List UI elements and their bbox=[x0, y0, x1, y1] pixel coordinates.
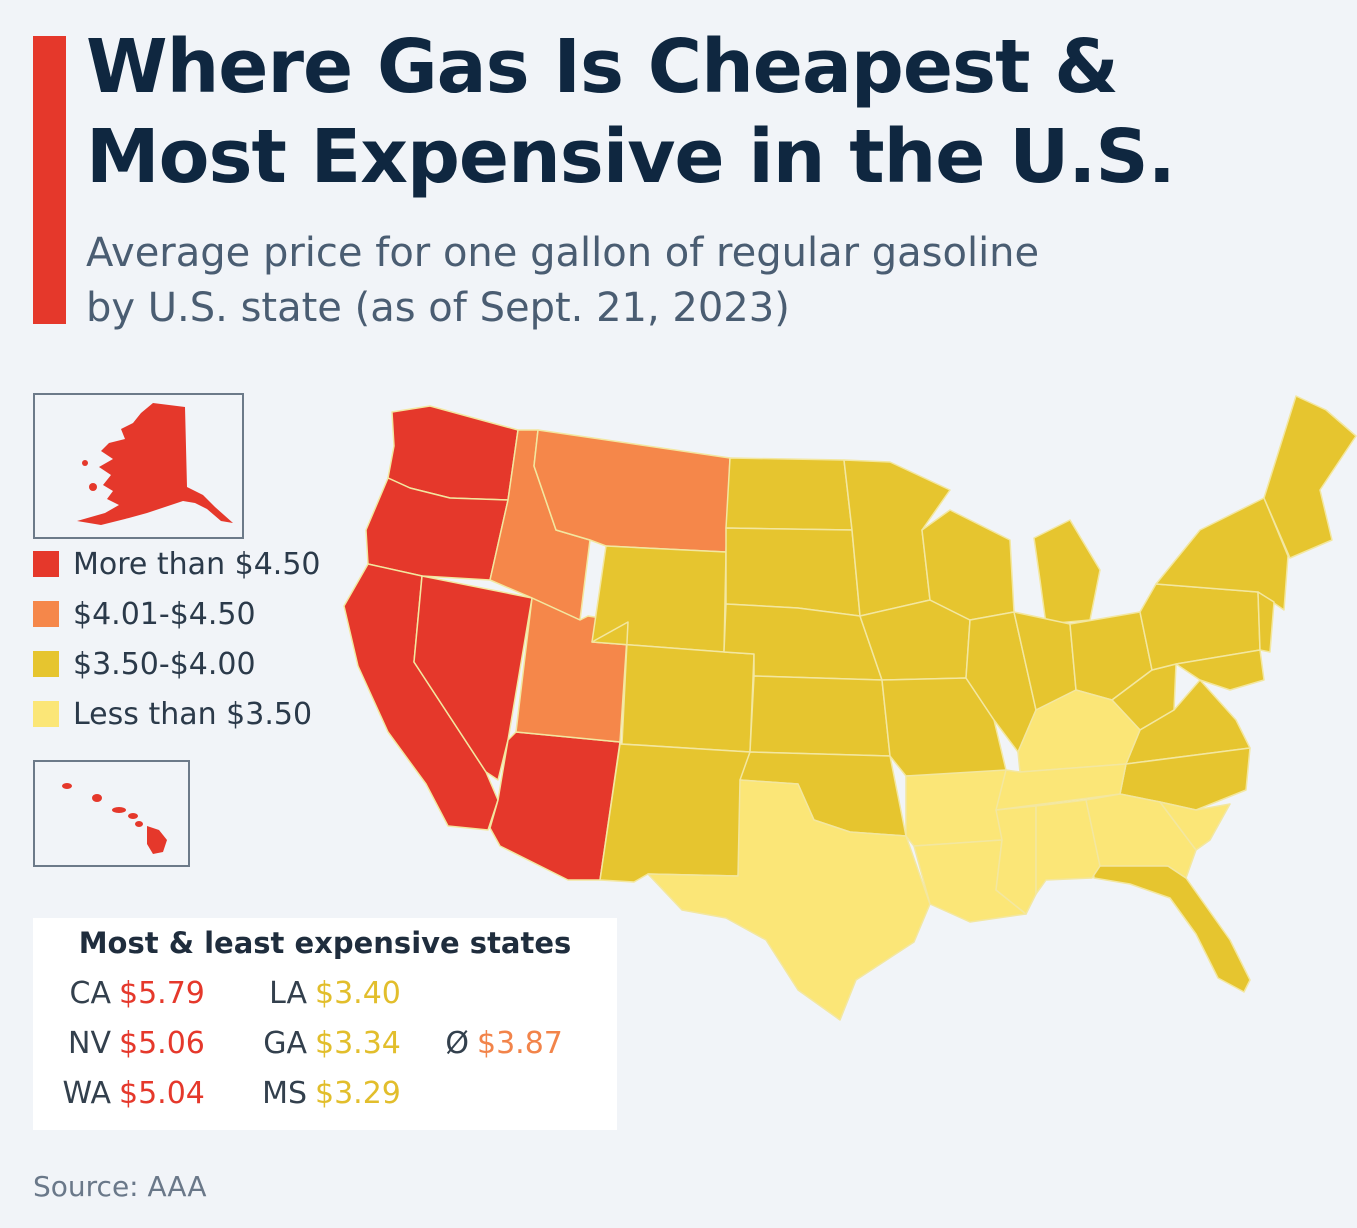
rank-row: MS $3.29 bbox=[233, 1076, 401, 1111]
source-note: Source: AAA bbox=[33, 1170, 207, 1203]
state-texas bbox=[647, 779, 931, 1021]
rankings-heading: Most & least expensive states bbox=[78, 926, 572, 960]
state-arizona bbox=[489, 731, 621, 881]
legend-item-401-450: $4.01-$4.50 bbox=[33, 595, 256, 635]
rankings-box: Most & least expensive states CA $5.79 NV… bbox=[33, 918, 617, 1130]
rank-row: NV $5.06 bbox=[45, 1026, 205, 1061]
rank-state: NV bbox=[68, 1026, 111, 1061]
state-tennessee bbox=[995, 763, 1127, 811]
legend-item-more-than-450: More than $4.50 bbox=[33, 545, 321, 585]
alaska-shape bbox=[77, 403, 233, 525]
rank-state: MS bbox=[262, 1076, 307, 1111]
rank-price: $3.29 bbox=[315, 1076, 401, 1111]
state-florida bbox=[1091, 859, 1251, 993]
rank-state: CA bbox=[69, 976, 111, 1011]
legend-swatch bbox=[33, 550, 59, 577]
state-south-carolina bbox=[1159, 801, 1231, 851]
rank-state: WA bbox=[62, 1076, 111, 1111]
rank-row: CA $5.79 bbox=[45, 976, 205, 1011]
rank-row: LA $3.40 bbox=[233, 976, 401, 1011]
state-new-mexico bbox=[599, 743, 751, 883]
hawaii-inset bbox=[33, 760, 190, 867]
legend-swatch bbox=[33, 600, 59, 627]
legend-label: More than $4.50 bbox=[73, 547, 321, 582]
state-maryland-delaware bbox=[1175, 649, 1265, 691]
rank-row: GA $3.34 bbox=[233, 1026, 401, 1061]
legend-label: Less than $3.50 bbox=[73, 697, 313, 732]
rank-state: GA bbox=[263, 1026, 307, 1061]
accent-bar bbox=[33, 36, 66, 324]
legend-swatch bbox=[33, 650, 59, 677]
state-new-england bbox=[1263, 395, 1357, 559]
legend-item-less-than-350: Less than $3.50 bbox=[33, 695, 312, 735]
rank-row: WA $5.04 bbox=[45, 1076, 205, 1111]
rank-price: $5.04 bbox=[119, 1076, 205, 1111]
state-michigan bbox=[1033, 519, 1101, 625]
state-georgia bbox=[1085, 793, 1197, 879]
rank-price: $5.79 bbox=[119, 976, 205, 1011]
alaska-inset bbox=[33, 393, 244, 539]
page-title: Where Gas Is Cheapest & Most Expensive i… bbox=[86, 22, 1286, 202]
hawaii-shape bbox=[62, 783, 167, 854]
legend-swatch bbox=[33, 700, 59, 727]
average-symbol: Ø bbox=[445, 1026, 469, 1061]
subtitle-line-2: by U.S. state (as of Sept. 21, 2023) bbox=[86, 285, 790, 331]
state-new-jersey bbox=[1257, 591, 1275, 653]
rank-row-average: Ø $3.87 bbox=[437, 1026, 563, 1061]
rank-price: $5.06 bbox=[119, 1026, 205, 1061]
rank-state: LA bbox=[269, 976, 307, 1011]
subtitle-line-1: Average price for one gallon of regular … bbox=[86, 230, 1040, 276]
page-subtitle: Average price for one gallon of regular … bbox=[86, 226, 1236, 336]
legend-item-350-400: $3.50-$4.00 bbox=[33, 645, 256, 685]
average-price: $3.87 bbox=[477, 1026, 563, 1061]
state-washington bbox=[387, 405, 519, 501]
state-arkansas bbox=[905, 769, 1007, 847]
legend-label: $4.01-$4.50 bbox=[73, 597, 256, 632]
legend-label: $3.50-$4.00 bbox=[73, 647, 256, 682]
rank-price: $3.34 bbox=[315, 1026, 401, 1061]
title-line-1: Where Gas Is Cheapest & bbox=[86, 24, 1119, 110]
state-south-dakota bbox=[725, 527, 861, 617]
title-line-2: Most Expensive in the U.S. bbox=[86, 114, 1176, 200]
us-map bbox=[343, 395, 1357, 1021]
state-kansas bbox=[749, 675, 891, 757]
state-north-dakota bbox=[725, 457, 853, 531]
state-wisconsin bbox=[921, 509, 1015, 621]
rank-price: $3.40 bbox=[315, 976, 401, 1011]
